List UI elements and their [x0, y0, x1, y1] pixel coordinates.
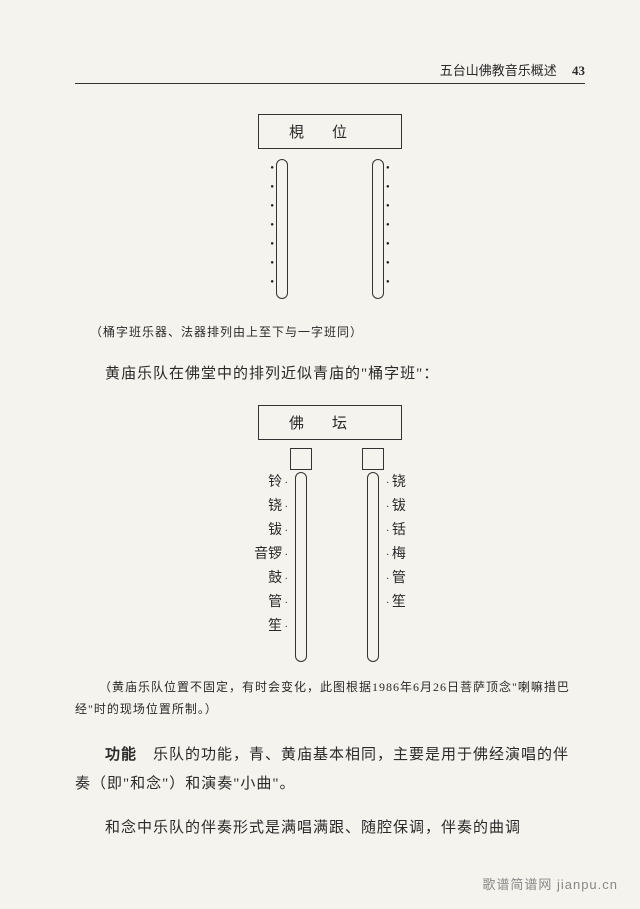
diagram2-left-column: [290, 448, 312, 662]
diagram2-right-square: [362, 448, 384, 470]
watermark: 歌谱简谱网 jianpu.cn: [482, 874, 618, 893]
page-number: 43: [572, 63, 585, 78]
header-title: 五台山佛教音乐概述: [440, 63, 557, 78]
diagram1-body: ● ● ● ● ● ● ● ● ● ● ● ● ● ●: [270, 159, 389, 299]
page-header: 五台山佛教音乐概述 43: [75, 60, 585, 84]
para2-label: 功能: [105, 747, 137, 763]
diagram2-top-box: 佛坛: [258, 405, 402, 440]
diagram1-top-box: 梘位: [258, 114, 402, 149]
diagram1-left-column: ● ● ● ● ● ● ●: [270, 159, 290, 299]
diagram1-left-dots: ● ● ● ● ● ● ●: [270, 159, 274, 285]
diagram2-left-bar: [295, 472, 307, 662]
paragraph-3: 和念中乐队的伴奏形式是满唱满跟、随腔保调，伴奏的曲调: [75, 814, 585, 843]
diagram2-body: 铃 铙 钹 音锣 鼓 管 笙 铙 钹 铦 梅 管: [254, 448, 406, 662]
diagram1-caption: （桶字班乐器、法器排列由上至下与一字班同）: [90, 323, 600, 340]
diagram1-left-bar: [276, 159, 288, 299]
diagram1-right-dots: ● ● ● ● ● ● ●: [386, 159, 390, 285]
paragraph-1: 黄庙乐队在佛堂中的排列近似青庙的"桶字班"：: [75, 360, 585, 389]
diagram2-left-wrap: 铃 铙 钹 音锣 鼓 管 笙: [254, 448, 312, 662]
diagram2-left-labels: 铃 铙 钹 音锣 鼓 管 笙: [254, 448, 290, 634]
diagram2-right-labels: 铙 钹 铦 梅 管 笙: [384, 448, 406, 610]
diagram2-right-bar: [367, 472, 379, 662]
diagram2-caption: （黄庙乐队位置不固定，有时会变化，此图根据1986年6月26日菩萨顶念"喇嘛措巴…: [75, 676, 585, 722]
diagram1-right-bar: [372, 159, 384, 299]
diagram-1: 梘位 ● ● ● ● ● ● ● ● ● ● ● ● ● ●: [75, 114, 585, 317]
diagram2-right-column: [362, 448, 384, 662]
diagram1-right-column: ● ● ● ● ● ● ●: [370, 159, 390, 299]
paragraph-2: 功能 乐队的功能，青、黄庙基本相同，主要是用于佛经演唱的伴奏（即"和念"）和演奏…: [75, 741, 585, 798]
diagram2-left-square: [290, 448, 312, 470]
diagram-2: 佛坛 铃 铙 钹 音锣 鼓 管 笙 铙 钹: [75, 405, 585, 662]
diagram2-right-wrap: 铙 钹 铦 梅 管 笙: [362, 448, 406, 662]
para2-text: 乐队的功能，青、黄庙基本相同，主要是用于佛经演唱的伴奏（即"和念"）和演奏"小曲…: [75, 747, 569, 792]
